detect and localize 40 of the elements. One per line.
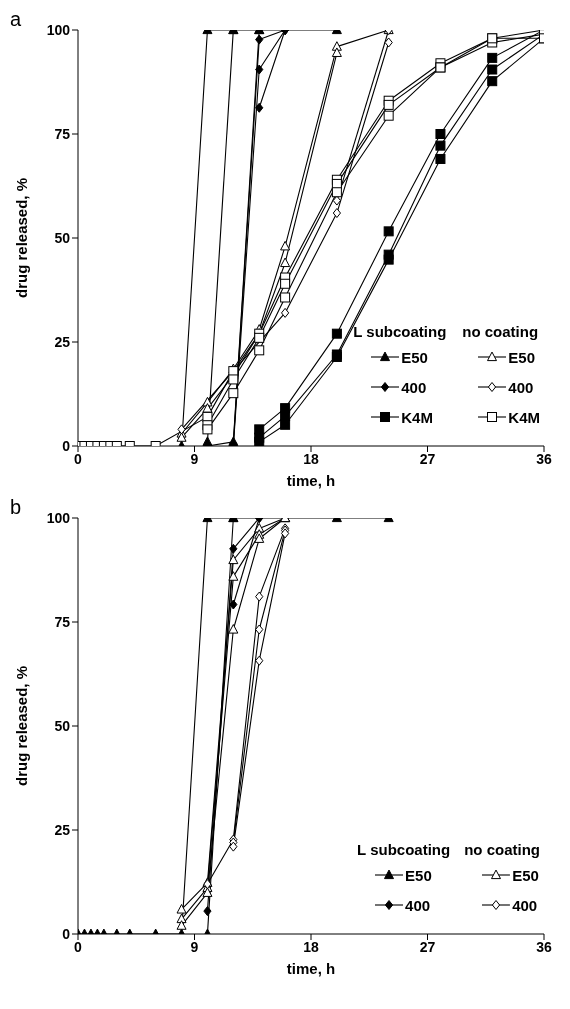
annotation: no coating xyxy=(464,841,540,858)
chart-title: a xyxy=(10,8,22,31)
x-tick-label: 0 xyxy=(74,938,83,955)
legend-label: 400 xyxy=(512,896,538,914)
y-tick-label: 25 xyxy=(54,333,71,350)
legend-label: E50 xyxy=(508,348,536,366)
annotation: L subcoating xyxy=(357,841,451,858)
x-tick-label: 18 xyxy=(303,450,319,467)
chart-title: b xyxy=(10,496,22,519)
legend-label: 400 xyxy=(508,378,534,396)
y-tick-label: 100 xyxy=(46,509,71,526)
annotation: no coating xyxy=(462,323,539,340)
y-tick-label: 100 xyxy=(46,21,71,38)
y-axis-title: drug released, % xyxy=(13,177,31,299)
legend-label: 400 xyxy=(405,896,431,914)
y-tick-label: 0 xyxy=(62,925,71,942)
y-axis-title: drug released, % xyxy=(13,665,31,787)
legend-label: E50 xyxy=(401,348,428,366)
x-axis-title: time, h xyxy=(286,472,336,489)
legend-label: E50 xyxy=(405,866,432,884)
x-axis-title: time, h xyxy=(286,960,336,977)
legend-label: 400 xyxy=(401,378,427,396)
x-tick-label: 36 xyxy=(536,938,552,955)
legend-label: K4M xyxy=(508,408,540,426)
x-tick-label: 9 xyxy=(190,938,199,955)
x-tick-label: 9 xyxy=(190,450,199,467)
x-tick-label: 0 xyxy=(74,450,83,467)
x-tick-label: 27 xyxy=(419,938,436,955)
y-tick-label: 75 xyxy=(54,125,71,142)
y-tick-label: 75 xyxy=(54,613,71,630)
y-tick-label: 50 xyxy=(54,229,71,246)
legend-label: K4M xyxy=(401,408,433,426)
y-tick-label: 25 xyxy=(54,821,71,838)
y-tick-label: 0 xyxy=(62,437,71,454)
x-tick-label: 36 xyxy=(536,450,552,467)
x-tick-label: 27 xyxy=(419,450,436,467)
x-tick-label: 18 xyxy=(303,938,319,955)
annotation: L subcoating xyxy=(353,323,447,340)
y-tick-label: 50 xyxy=(54,717,71,734)
legend-label: E50 xyxy=(512,866,539,884)
